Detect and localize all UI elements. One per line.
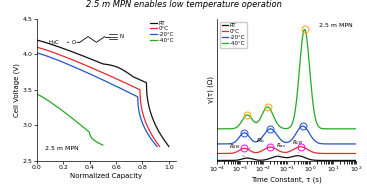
Text: $R_{CEI}$: $R_{CEI}$	[292, 138, 304, 153]
Text: $R_{an}$: $R_{an}$	[276, 141, 287, 156]
Text: N: N	[119, 34, 123, 39]
Y-axis label: Cell Voltage (V): Cell Voltage (V)	[13, 63, 20, 117]
Text: O: O	[72, 40, 76, 45]
Legend: RT, 0°C, -20°C, -40°C: RT, 0°C, -20°C, -40°C	[220, 22, 247, 47]
Text: H$_3$C: H$_3$C	[48, 39, 60, 47]
Text: 2.5 m MPN enables low temperature operation: 2.5 m MPN enables low temperature operat…	[86, 0, 281, 9]
X-axis label: Time Constant, τ (s): Time Constant, τ (s)	[251, 177, 322, 183]
Text: $R_{SEI}$: $R_{SEI}$	[229, 142, 245, 157]
Y-axis label: γ(τ) (Ω): γ(τ) (Ω)	[208, 76, 214, 103]
X-axis label: Normalized Capacity: Normalized Capacity	[70, 173, 142, 179]
Legend: RT, 0°C, -20°C, -40°C: RT, 0°C, -20°C, -40°C	[150, 21, 174, 43]
Text: 2.5 m MPN: 2.5 m MPN	[319, 23, 353, 28]
Text: 2.5 m MPN: 2.5 m MPN	[45, 146, 79, 151]
Text: $R_b$: $R_b$	[247, 136, 265, 149]
